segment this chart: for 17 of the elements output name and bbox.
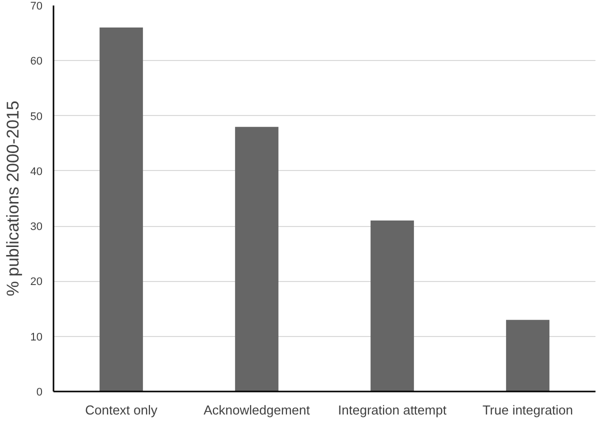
bar <box>100 28 143 392</box>
y-tick-label: 40 <box>30 166 43 178</box>
bar <box>506 320 550 392</box>
y-axis-title: % publications 2000-2015 <box>3 100 22 296</box>
bar <box>370 220 414 392</box>
y-tick-label: 30 <box>30 221 43 234</box>
y-tick-label: 60 <box>30 56 43 68</box>
x-tick-label: Context only <box>85 402 158 418</box>
y-tick-label: 70 <box>30 0 43 12</box>
y-tick-label: 20 <box>30 276 43 288</box>
x-tick-label: True integration <box>482 402 574 418</box>
x-tick-label: Acknowledgement <box>204 402 310 418</box>
y-tick-label: 0 <box>36 386 43 398</box>
x-tick-label: Integration attempt <box>338 402 447 418</box>
y-tick-label: 10 <box>30 331 43 344</box>
bar <box>235 126 278 392</box>
y-tick-label: 50 <box>30 110 43 123</box>
